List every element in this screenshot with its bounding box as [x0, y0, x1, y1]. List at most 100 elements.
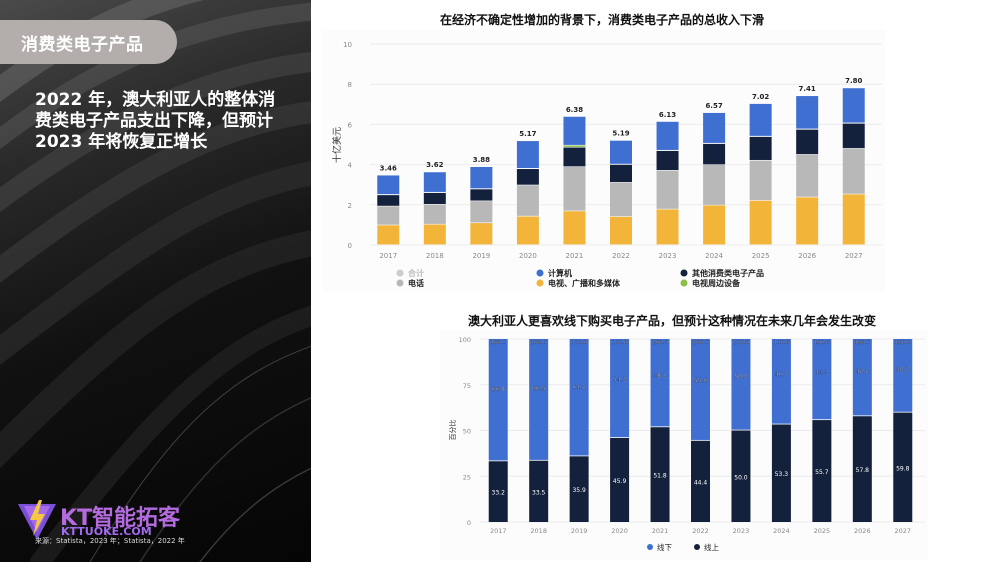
- legend-marker-offline: [647, 544, 653, 550]
- bar-segment-online: [610, 438, 630, 522]
- legend-label: 其他消费类电子产品: [692, 268, 764, 278]
- x-tick-label: 2025: [814, 527, 831, 535]
- bar-segment-tv: [656, 209, 679, 245]
- x-tick-label: 2024: [705, 252, 723, 260]
- x-tick-label: 2023: [733, 527, 750, 535]
- bar-segment-offline: [852, 339, 872, 416]
- legend-label: 线下: [657, 542, 672, 552]
- bar-segment-offline: [569, 339, 589, 456]
- bar-segment-other: [703, 143, 726, 165]
- bar-segment-online: [731, 430, 751, 522]
- online-value-label: 59.8: [896, 465, 910, 472]
- bar-segment-other: [377, 195, 400, 206]
- bar-segment-computer: [563, 116, 586, 145]
- offline-value-label: 66.8: [492, 386, 506, 393]
- bar-segment-tv: [423, 224, 446, 245]
- bar-segment-other: [842, 123, 865, 149]
- bar-segment-phone: [703, 165, 726, 205]
- bar-segment-other: [749, 136, 772, 160]
- bar-segment-phone: [377, 206, 400, 225]
- total-label: 100.0: [693, 340, 709, 346]
- revenue-chart-card: [322, 30, 885, 292]
- online-value-label: 33.2: [492, 490, 506, 497]
- total-label: 7.80: [845, 77, 862, 85]
- y-axis-label: 百分比: [448, 420, 457, 441]
- offline-value-label: 55.6: [694, 378, 708, 385]
- total-label: 6.13: [659, 111, 676, 119]
- bar-segment-computer: [470, 167, 493, 189]
- total-label: 100.0: [531, 340, 547, 346]
- total-label: 100.0: [854, 340, 870, 346]
- total-label: 100.0: [612, 340, 628, 346]
- y-tick-label: 4: [348, 162, 353, 170]
- legend-label: 电视、广播和多媒体: [548, 278, 621, 288]
- x-tick-label: 2022: [612, 252, 630, 260]
- total-label: 100.0: [490, 340, 506, 346]
- bar-segment-offline: [731, 339, 751, 430]
- x-tick-label: 2021: [652, 527, 669, 535]
- offline-value-label: 42.2: [856, 368, 870, 375]
- y-tick-label: 0: [467, 519, 471, 527]
- bar-segment-online: [650, 427, 670, 522]
- y-tick-label: 25: [463, 473, 471, 481]
- bar-segment-computer: [842, 88, 865, 123]
- legend-label: 计算机: [548, 268, 572, 278]
- x-tick-label: 2027: [845, 252, 863, 260]
- total-label: 100.0: [895, 340, 911, 346]
- bar-segment-offline: [691, 339, 710, 440]
- bar-segment-computer: [703, 112, 726, 143]
- bar-segment-computer: [610, 140, 632, 164]
- bar-segment-other: [563, 147, 586, 167]
- bar-segment-online: [812, 420, 832, 522]
- offline-value-label: 66.5: [532, 386, 546, 393]
- total-label: 100.0: [774, 340, 790, 346]
- y-tick-label: 6: [348, 121, 353, 129]
- online-value-label: 50.0: [734, 474, 748, 481]
- section-tag: [0, 20, 177, 64]
- x-tick-label: 2018: [530, 527, 547, 535]
- bar-segment-phone: [656, 170, 679, 209]
- channel-chart-title: 澳大利亚人更喜欢线下购买电子产品，但预计这种情况在未来几年会发生改变: [468, 314, 877, 328]
- legend-marker-peripheral: [680, 279, 688, 287]
- bar-segment-peripheral: [563, 145, 586, 147]
- bar-segment-online: [771, 424, 791, 522]
- total-label: 7.41: [799, 85, 816, 93]
- legend-marker-total: [396, 269, 404, 277]
- bar-segment-phone: [470, 201, 493, 223]
- bar-segment-offline: [529, 339, 549, 460]
- bar-segment-phone: [563, 167, 586, 211]
- bar-segment-phone: [842, 148, 865, 194]
- bar-segment-other: [796, 129, 819, 155]
- logo-icon: [18, 500, 56, 540]
- total-label: 100.0: [814, 340, 830, 346]
- legend-label: 线上: [704, 542, 719, 552]
- x-tick-label: 2017: [379, 252, 397, 260]
- bar-segment-offline: [488, 339, 508, 461]
- x-tick-label: 2026: [798, 252, 816, 260]
- bar-segment-online: [569, 456, 589, 522]
- online-value-label: 44.4: [694, 479, 708, 486]
- total-label: 3.88: [473, 156, 490, 164]
- source-note: 来源：Statista，2023 年；Statista，2022 年: [35, 537, 185, 545]
- bar-segment-offline: [610, 339, 630, 438]
- bar-segment-tv: [563, 211, 586, 245]
- legend-label: 合计: [407, 268, 424, 278]
- legend-marker-computer: [536, 269, 544, 277]
- y-tick-label: 100: [459, 336, 471, 344]
- bar-segment-online: [691, 440, 710, 522]
- bar-segment-computer: [749, 103, 772, 136]
- x-tick-label: 2018: [426, 252, 444, 260]
- bar-segment-other: [516, 169, 539, 185]
- online-value-label: 35.9: [572, 487, 586, 494]
- bar-segment-computer: [796, 96, 819, 129]
- bar-segment-phone: [749, 160, 772, 201]
- y-tick-label: 75: [463, 382, 471, 390]
- bar-segment-tv: [796, 197, 819, 245]
- bar-segment-phone: [516, 185, 539, 216]
- online-value-label: 33.5: [532, 489, 546, 496]
- x-tick-label: 2023: [659, 252, 677, 260]
- bar-segment-computer: [377, 175, 400, 195]
